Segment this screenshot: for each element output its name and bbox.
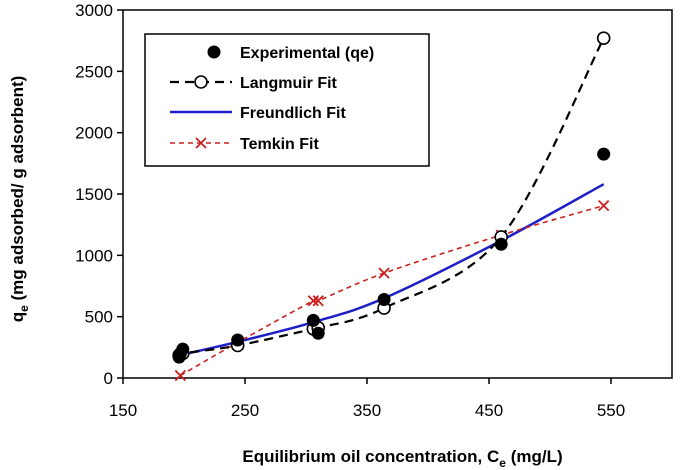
experimental-data-point <box>311 326 325 340</box>
x-tick-label: 250 <box>231 401 259 420</box>
y-tick-label: 500 <box>85 308 113 327</box>
temkin-fit-marker <box>174 369 186 382</box>
experimental-data-point <box>176 342 190 356</box>
experimental-data-point <box>494 237 508 251</box>
temkin-fit-marker <box>307 295 319 307</box>
y-tick-label: 2000 <box>75 124 113 143</box>
legend-label: Langmuir Fit <box>240 75 338 92</box>
langmuir-fit-marker <box>596 31 611 46</box>
legend-experimental-symbol <box>207 45 221 59</box>
x-axis-title-subscript: e <box>499 456 506 470</box>
x-tick-label: 450 <box>475 401 503 420</box>
x-axis-title-unit: (mg/L) <box>506 447 563 466</box>
legend-langmuir-marker <box>194 75 208 89</box>
x-tick-label: 350 <box>353 401 381 420</box>
experimental-data-point <box>597 147 611 161</box>
y-tick-label: 0 <box>104 369 113 388</box>
experimental-data-point <box>306 313 320 327</box>
legend-box <box>144 33 430 167</box>
temkin-fit-marker <box>312 295 324 307</box>
legend-temkin-marker <box>195 137 207 149</box>
y-axis-title: qe (mg adsorbed/ g adsorbent) <box>8 76 31 323</box>
y-tick-label: 2500 <box>75 62 113 81</box>
y-axis-ticks: 0 500 1000 1500 2000 2500 3000 <box>75 1 123 388</box>
series-layer <box>172 31 611 382</box>
y-tick-label: 1500 <box>75 185 113 204</box>
y-axis-title-main: q <box>8 312 27 322</box>
experimental-data-point <box>231 333 245 347</box>
legend-label: Experimental (qe) <box>240 45 374 62</box>
legend-label: Freundlich Fit <box>240 105 346 122</box>
x-axis-title-main: Equilibrium oil concentration, C <box>242 447 499 466</box>
y-axis-title-subscript: e <box>17 305 31 312</box>
y-axis-title-rest: (mg adsorbed/ g adsorbent) <box>8 76 27 306</box>
x-tick-label: 550 <box>597 401 625 420</box>
y-tick-label: 3000 <box>75 1 113 20</box>
y-tick-label: 1000 <box>75 246 113 265</box>
x-tick-label: 150 <box>109 401 137 420</box>
experimental-data-point <box>377 292 391 306</box>
legend-label: Temkin Fit <box>240 136 319 153</box>
temkin-fit-marker <box>598 200 610 212</box>
x-axis-ticks: 150 250 350 450 550 <box>109 378 625 420</box>
x-axis-title: Equilibrium oil concentration, Ce (mg/L) <box>242 447 562 470</box>
temkin-fit-marker <box>378 267 390 279</box>
legend: Experimental (qe) Langmuir Fit Freundlich … <box>144 33 430 167</box>
